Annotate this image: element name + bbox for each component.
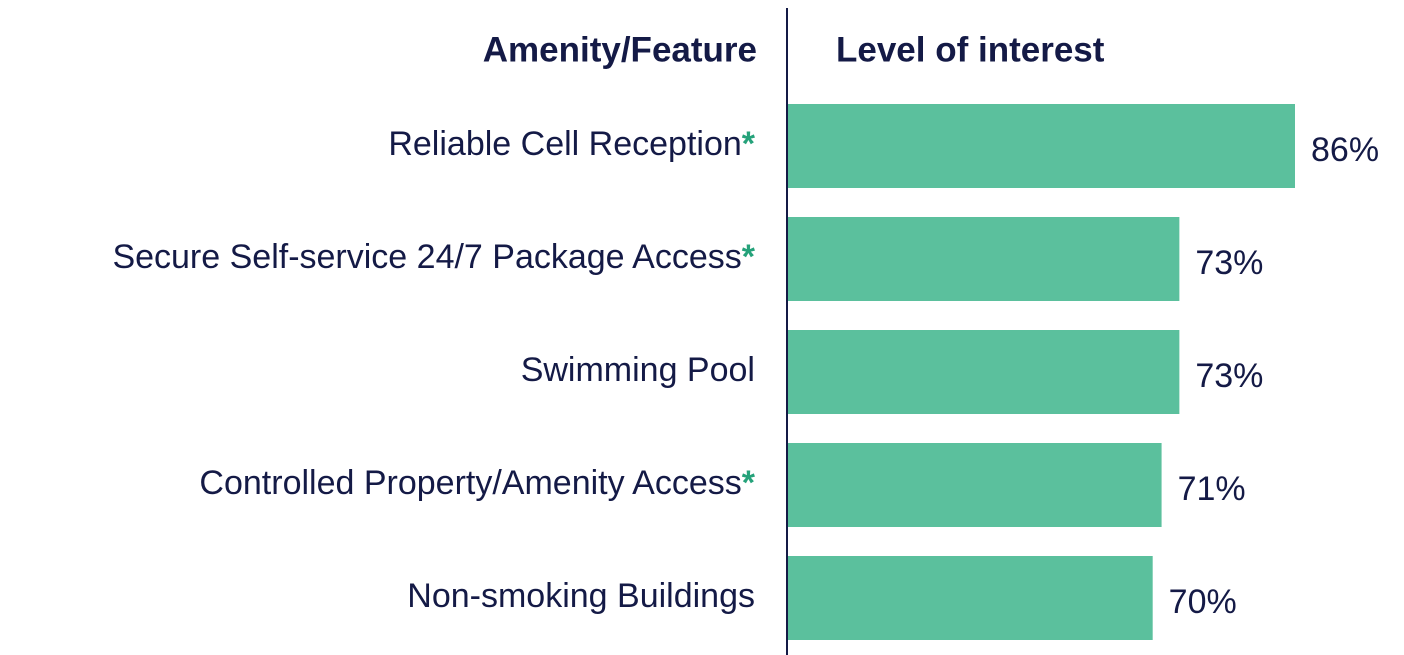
value-label: 71% <box>1178 470 1246 508</box>
value-label: 73% <box>1195 244 1263 282</box>
category-label: Secure Self-service 24/7 Package Access* <box>112 238 755 276</box>
bar <box>788 104 1295 188</box>
value-label: 73% <box>1195 357 1263 395</box>
value-label: 70% <box>1169 583 1237 621</box>
bar <box>788 217 1180 301</box>
category-label: Controlled Property/Amenity Access* <box>199 464 755 502</box>
category-label: Non-smoking Buildings <box>407 577 755 615</box>
category-header: Amenity/Feature <box>483 30 757 69</box>
bar <box>788 443 1162 527</box>
value-label: 86% <box>1311 131 1379 169</box>
category-label: Reliable Cell Reception* <box>388 125 755 163</box>
bar <box>788 330 1180 414</box>
bar <box>788 556 1153 640</box>
category-label: Swimming Pool <box>521 351 755 389</box>
value-header: Level of interest <box>836 30 1105 69</box>
